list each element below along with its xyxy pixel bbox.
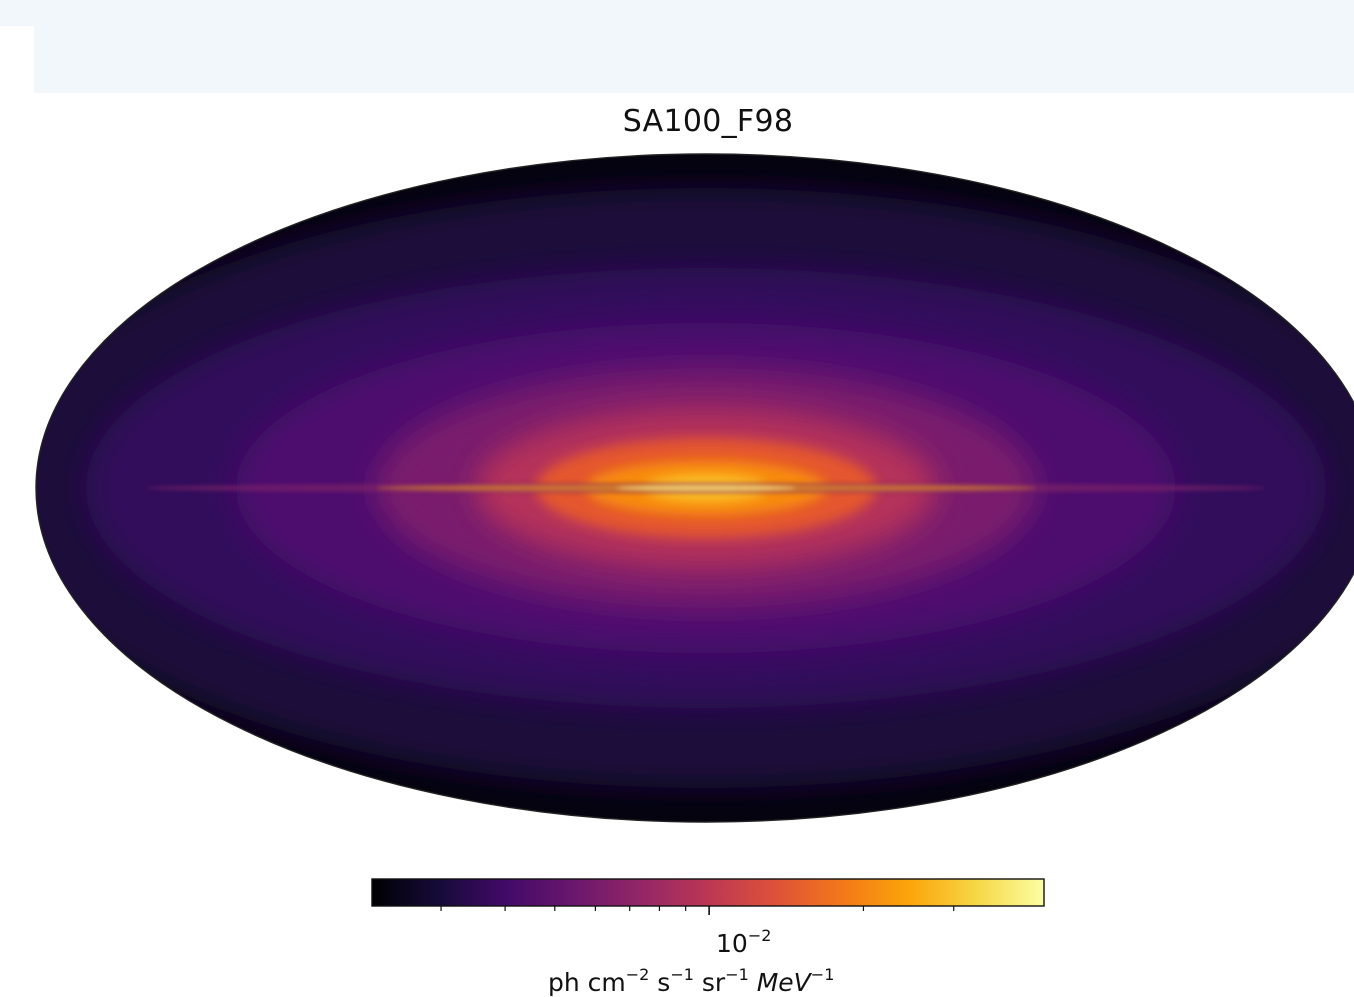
colorbar-tick-label: 10−2: [716, 926, 772, 958]
galactic-center: [616, 485, 796, 491]
top-band: [34, 0, 1354, 93]
sky-map-border: [35, 153, 1354, 823]
colorbar-unit-label: ph cm−2 s−1 sr−1 MeV−1: [548, 965, 835, 997]
colorbar-ticks: [440, 906, 955, 915]
colorbar-gradient: [371, 878, 1045, 907]
plot-title: SA100_F98: [622, 104, 794, 139]
sky-map-body: [36, 154, 1354, 822]
top-band-corner: [0, 0, 34, 26]
